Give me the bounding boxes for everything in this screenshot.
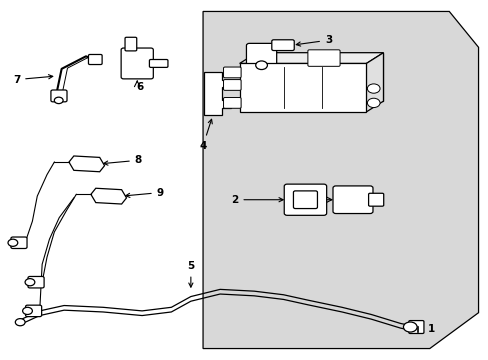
Polygon shape xyxy=(91,188,126,204)
FancyBboxPatch shape xyxy=(223,67,241,78)
Text: 6: 6 xyxy=(136,82,143,92)
Polygon shape xyxy=(203,12,478,348)
FancyBboxPatch shape xyxy=(307,50,339,66)
Circle shape xyxy=(366,84,379,93)
Polygon shape xyxy=(239,53,383,63)
Text: 8: 8 xyxy=(103,155,142,165)
Polygon shape xyxy=(366,53,383,112)
Text: 5: 5 xyxy=(187,261,194,287)
Polygon shape xyxy=(69,156,104,172)
Circle shape xyxy=(366,98,379,108)
Text: 7: 7 xyxy=(13,75,53,85)
FancyBboxPatch shape xyxy=(125,37,137,51)
Circle shape xyxy=(8,239,18,246)
FancyBboxPatch shape xyxy=(271,40,294,50)
Circle shape xyxy=(15,319,25,326)
FancyBboxPatch shape xyxy=(28,276,44,288)
FancyBboxPatch shape xyxy=(121,48,153,79)
FancyBboxPatch shape xyxy=(332,186,372,213)
FancyBboxPatch shape xyxy=(51,90,67,102)
Text: 3: 3 xyxy=(296,35,331,46)
FancyBboxPatch shape xyxy=(284,184,326,215)
FancyBboxPatch shape xyxy=(223,80,241,90)
FancyBboxPatch shape xyxy=(293,191,317,208)
Circle shape xyxy=(25,279,35,286)
Text: 1: 1 xyxy=(427,324,434,334)
Circle shape xyxy=(22,307,32,315)
Circle shape xyxy=(403,322,416,332)
FancyBboxPatch shape xyxy=(25,305,41,317)
Text: 4: 4 xyxy=(199,119,212,150)
Circle shape xyxy=(255,61,267,69)
Text: 2: 2 xyxy=(231,195,283,205)
FancyBboxPatch shape xyxy=(88,54,102,64)
FancyBboxPatch shape xyxy=(149,59,167,67)
FancyBboxPatch shape xyxy=(408,320,423,333)
FancyBboxPatch shape xyxy=(246,43,276,67)
Polygon shape xyxy=(239,63,366,112)
Polygon shape xyxy=(256,53,383,101)
Circle shape xyxy=(54,97,63,104)
FancyBboxPatch shape xyxy=(11,237,27,248)
FancyBboxPatch shape xyxy=(368,193,383,206)
FancyBboxPatch shape xyxy=(223,98,241,108)
Polygon shape xyxy=(203,72,231,116)
Text: 9: 9 xyxy=(125,188,163,198)
